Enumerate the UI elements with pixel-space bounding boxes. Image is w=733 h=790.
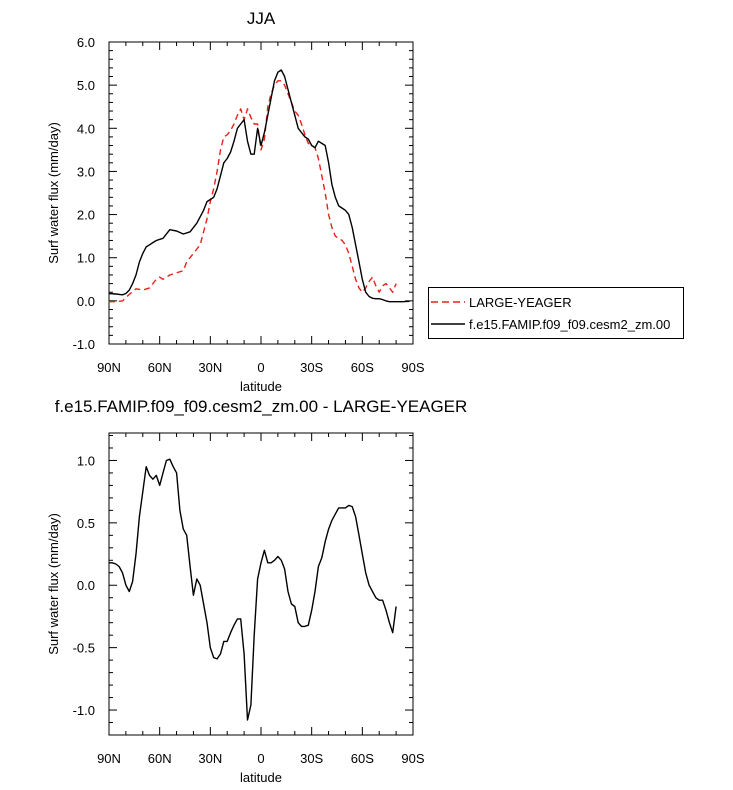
top-chart-plot-frame: [108, 41, 414, 345]
x-tick-label: 30N: [198, 360, 222, 375]
y-tick-label: 1.0: [77, 453, 95, 468]
y-tick-label: 0.0: [77, 578, 95, 593]
top-chart-y-axis-label: Surf water flux (mm/day): [46, 122, 61, 264]
x-tick-label: 30S: [300, 751, 323, 766]
x-tick-label: 90N: [97, 751, 121, 766]
top-chart-x-ticks: 90N 60N 30N 0 30S 60S 90S: [97, 42, 425, 375]
legend-label: LARGE-YEAGER: [469, 294, 572, 310]
bottom-chart-y-ticks: -1.0 -0.5 0.0 0.5 1.0: [73, 434, 413, 736]
bottom-chart: f.e15.FAMIP.f09_f09.cesm2_zm.00 - LARGE-…: [46, 397, 467, 785]
y-tick-label: 1.0: [77, 251, 95, 266]
legend-item: LARGE-YEAGER: [431, 292, 572, 312]
top-chart-x-axis-label: latitude: [240, 379, 282, 394]
y-tick-label: -1.0: [73, 703, 95, 718]
x-tick-label: 60N: [148, 751, 172, 766]
y-tick-label: -0.5: [73, 641, 95, 656]
series-line: [108, 69, 410, 303]
top-chart: JJA -1.0 0.0 1.0 2.0 3.0 4.0 5.0 6.0 90N 60N 30N 0…: [46, 9, 425, 394]
y-tick-label: 4.0: [77, 121, 95, 136]
x-tick-label: 60S: [351, 360, 374, 375]
legend-swatch-solid: [431, 323, 465, 325]
bottom-chart-y-axis-label: Surf water flux (mm/day): [46, 513, 61, 655]
bottom-chart-series: [109, 458, 397, 721]
x-tick-label: 30S: [300, 360, 323, 375]
x-tick-label: 30N: [198, 751, 222, 766]
top-chart-series: [108, 69, 410, 303]
x-tick-label: 90N: [97, 360, 121, 375]
top-chart-y-ticks: -1.0 0.0 1.0 2.0 3.0 4.0 5.0 6.0: [73, 35, 413, 352]
legend-item: f.e15.FAMIP.f09_f09.cesm2_zm.00: [431, 314, 670, 334]
legend-label: f.e15.FAMIP.f09_f09.cesm2_zm.00: [469, 316, 671, 332]
x-tick-label: 60S: [351, 751, 374, 766]
bottom-chart-title: f.e15.FAMIP.f09_f09.cesm2_zm.00 - LARGE-…: [55, 397, 468, 416]
y-tick-label: 0.0: [77, 294, 95, 309]
top-chart-title: JJA: [247, 9, 276, 28]
x-tick-label: 60N: [148, 360, 172, 375]
legend: LARGE-YEAGER f.e15.FAMIP.f09_f09.cesm2_z…: [428, 287, 684, 339]
y-tick-label: 6.0: [77, 35, 95, 50]
series-line: [109, 80, 397, 303]
y-tick-label: 2.0: [77, 208, 95, 223]
y-tick-label: -1.0: [73, 337, 95, 352]
y-tick-label: 3.0: [77, 164, 95, 179]
y-tick-label: 0.5: [77, 516, 95, 531]
legend-swatch-dashed: [431, 301, 465, 303]
x-tick-label: 0: [257, 751, 264, 766]
x-tick-label: 0: [257, 360, 264, 375]
x-tick-label: 90S: [401, 360, 424, 375]
bottom-chart-x-ticks: 90N 60N 30N 0 30S 60S 90S: [97, 433, 425, 766]
y-tick-label: 5.0: [77, 78, 95, 93]
x-tick-label: 90S: [401, 751, 424, 766]
series-line: [109, 458, 397, 721]
bottom-chart-x-axis-label: latitude: [240, 770, 282, 785]
